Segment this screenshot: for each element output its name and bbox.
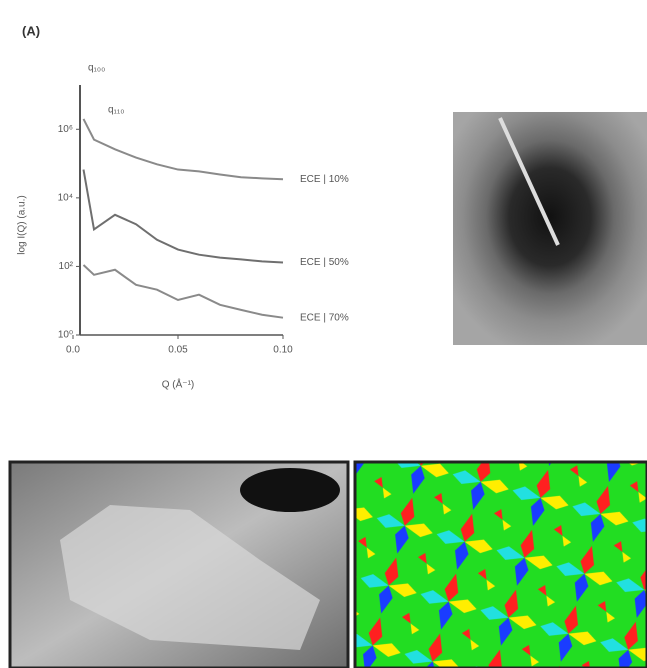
curve [84, 170, 284, 263]
curve-label: ECE | 50% [300, 257, 349, 268]
panel-label: (A) [22, 23, 40, 38]
figure: (A) 10⁰ 10² 10⁴ 10⁶ 0.0 0.05 0.10 Q (Å⁻¹) log I(… [0, 0, 647, 668]
y-tick-label: 10⁰ [58, 330, 73, 341]
tiling-image [355, 462, 647, 668]
curve-label: ECE | 10% [300, 174, 349, 185]
x-axis-title: Q (Å⁻¹) [162, 378, 195, 391]
y-tick-label: 10⁶ [58, 124, 73, 135]
curve [84, 119, 284, 179]
dark-region [240, 468, 340, 512]
chart: 10⁰ 10² 10⁴ 10⁶ 0.0 0.05 0.10 Q (Å⁻¹) log I(Q) (… [17, 63, 349, 391]
y-tick-label: 10² [59, 261, 74, 272]
y-axis-title: log I(Q) (a.u.) [17, 195, 28, 254]
x-tick-label: 0.10 [273, 345, 293, 356]
annotation: q₁₀₀ [88, 63, 105, 74]
curve [84, 265, 284, 318]
y-tick-label: 10⁴ [58, 192, 73, 203]
annotation: q₁₁₀ [108, 105, 124, 116]
curve-label: ECE | 70% [300, 312, 349, 323]
x-tick-label: 0.0 [66, 345, 80, 356]
x-tick-label: 0.05 [168, 345, 188, 356]
